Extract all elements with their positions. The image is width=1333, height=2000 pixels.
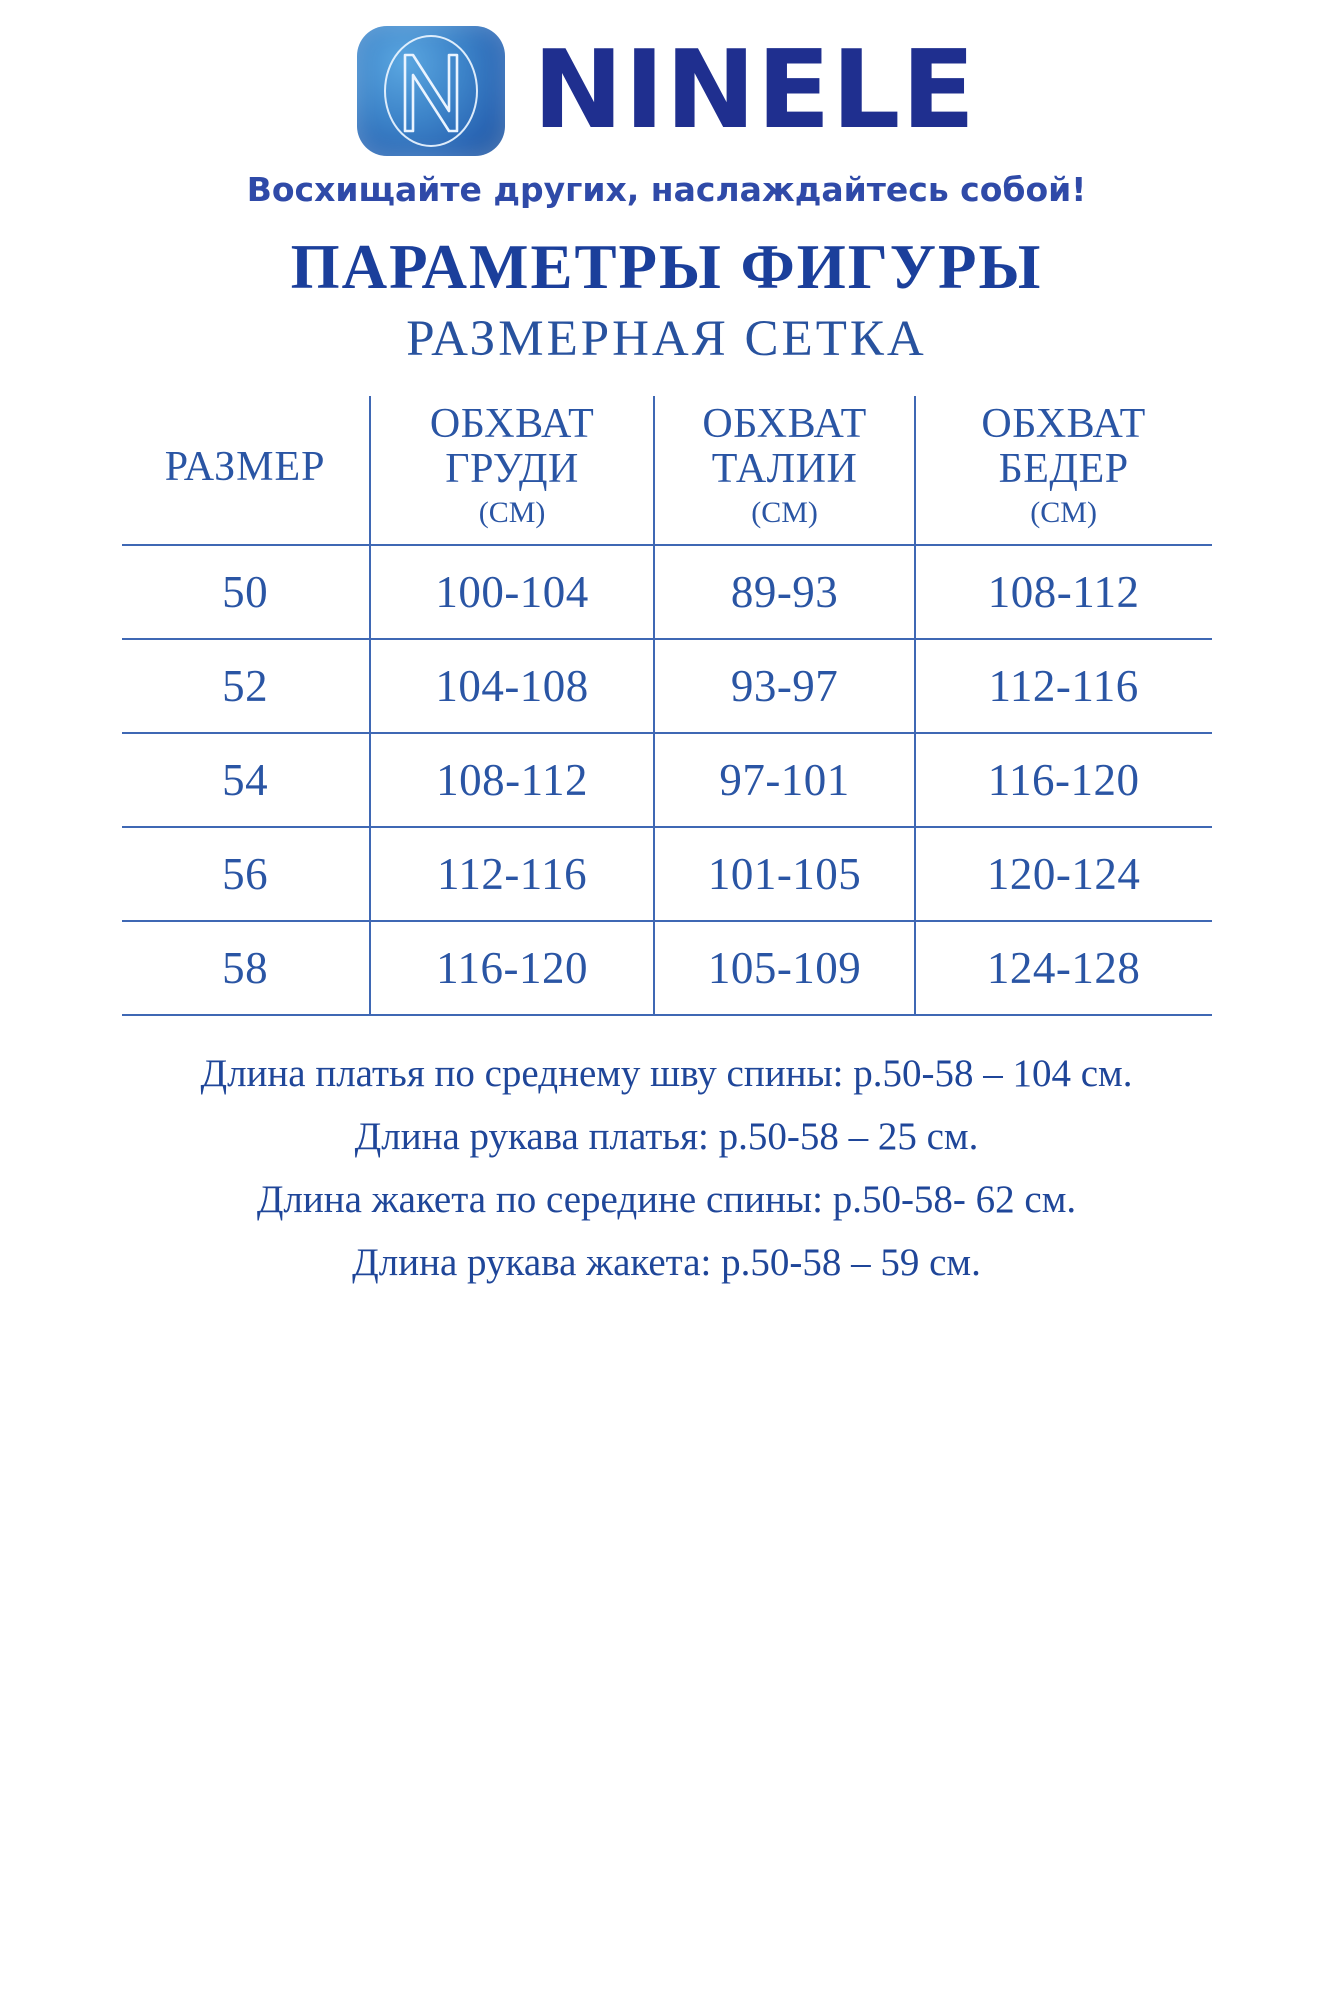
cell-hips: 116-120 [913, 732, 1212, 827]
cell-waist: 101-105 [653, 826, 915, 921]
size-table-head: РАЗМЕР ОБХВАТ ГРУДИ (СМ) ОБХВАТ ТАЛИИ (С… [121, 396, 1212, 545]
note-dress-sleeve-length: Длина рукава платья: р.50-58 – 25 см. [354, 1114, 979, 1158]
column-header-hips-line1: ОБХВАТ [981, 401, 1146, 447]
column-header-hips: ОБХВАТ БЕДЕР (СМ) [913, 396, 1212, 545]
cell-bust: 108-112 [368, 732, 655, 827]
table-row: 58 116-120 105-109 124-128 [121, 920, 1212, 1015]
column-header-bust-unit: (СМ) [478, 495, 546, 529]
monogram-ring-icon [383, 35, 478, 147]
column-header-hips-line2: БЕДЕР [998, 446, 1129, 493]
cell-size: 52 [222, 660, 269, 711]
brand-tagline: Восхищайте других, наслаждайтесь собой! [246, 170, 1087, 209]
column-header-size: РАЗМЕР [122, 396, 370, 545]
column-header-waist-line2: ТАЛИИ [711, 446, 858, 493]
column-header-waist: ОБХВАТ ТАЛИИ (СМ) [653, 396, 915, 545]
column-header-hips-unit: (СМ) [1030, 495, 1097, 529]
size-table-body: 50 100-104 89-93 108-112 52 104-108 93-9… [121, 544, 1212, 1015]
cell-hips: 120-124 [913, 826, 1212, 921]
cell-hips: 124-128 [913, 920, 1212, 1015]
column-header-bust-line2: ГРУДИ [445, 446, 579, 493]
page-subtitle: РАЗМЕРНАЯ СЕТКА [406, 311, 927, 367]
table-row: 56 112-116 101-105 120-124 [121, 826, 1212, 921]
cell-bust: 104-108 [368, 638, 655, 733]
table-row: 52 104-108 93-97 112-116 [121, 638, 1212, 733]
ninele-monogram-icon [356, 26, 505, 156]
table-row: 54 108-112 97-101 116-120 [121, 732, 1212, 827]
cell-size: 50 [222, 566, 269, 617]
page-title: ПАРАМЕТРЫ ФИГУРЫ [290, 232, 1043, 302]
monogram-letter-n-icon [393, 45, 469, 137]
brand-wordmark: NINELE [532, 28, 977, 153]
cell-waist: 105-109 [653, 920, 915, 1015]
cell-waist: 97-101 [653, 732, 915, 827]
cell-bust: 112-116 [368, 826, 655, 921]
cell-waist: 93-97 [653, 638, 915, 733]
size-table-header-row: РАЗМЕР ОБХВАТ ГРУДИ (СМ) ОБХВАТ ТАЛИИ (С… [121, 396, 1212, 545]
cell-hips: 112-116 [913, 638, 1212, 733]
column-header-bust-line1: ОБХВАТ [429, 401, 595, 447]
table-row: 50 100-104 89-93 108-112 [121, 544, 1212, 639]
logo-row: NINELE [356, 26, 977, 156]
cell-hips: 108-112 [913, 544, 1212, 639]
cell-bust: 100-104 [368, 544, 655, 639]
note-jacket-back-length: Длина жакета по середине спины: р.50-58-… [256, 1178, 1077, 1222]
cell-bust: 116-120 [368, 920, 655, 1015]
column-header-waist-line1: ОБХВАТ [702, 401, 867, 447]
note-dress-back-length: Длина платья по среднему шву спины: р.50… [200, 1051, 1133, 1095]
cell-waist: 89-93 [653, 544, 915, 639]
cell-size: 54 [222, 754, 269, 805]
brand-header: NINELE Восхищайте других, наслаждайтесь … [0, 0, 1333, 209]
size-table-wrapper: РАЗМЕР ОБХВАТ ГРУДИ (СМ) ОБХВАТ ТАЛИИ (С… [121, 396, 1212, 1016]
cell-size: 58 [222, 942, 269, 993]
size-table: РАЗМЕР ОБХВАТ ГРУДИ (СМ) ОБХВАТ ТАЛИИ (С… [121, 396, 1212, 1016]
column-header-size-label: РАЗМЕР [164, 443, 326, 490]
cell-size: 56 [222, 848, 269, 899]
column-header-bust: ОБХВАТ ГРУДИ (СМ) [368, 396, 655, 545]
note-jacket-sleeve-length: Длина рукава жакета: р.50-58 – 59 см. [352, 1241, 981, 1285]
measurement-notes: Длина платья по среднему шву спины: р.50… [92, 1042, 1242, 1295]
column-header-waist-unit: (СМ) [751, 495, 818, 529]
